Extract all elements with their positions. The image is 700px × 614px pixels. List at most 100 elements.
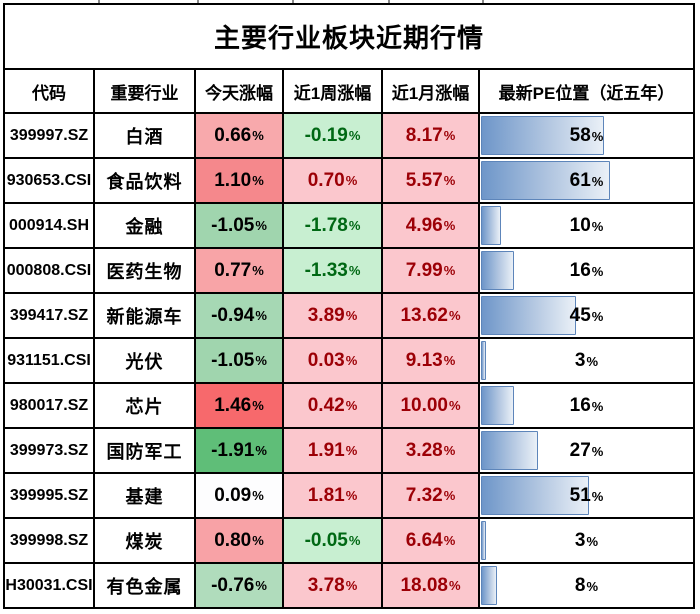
column-header-1: 重要行业 bbox=[95, 70, 194, 112]
code-cell: 399995.SZ bbox=[5, 474, 93, 517]
pe-position-cell: 10% bbox=[480, 204, 693, 247]
industry-cell: 基建 bbox=[95, 474, 194, 517]
pe-data-bar bbox=[481, 341, 487, 380]
pe-position-cell: 45% bbox=[480, 294, 693, 337]
pe-data-bar bbox=[481, 296, 576, 335]
pe-data-bar bbox=[481, 521, 487, 560]
month-change-cell: 9.13% bbox=[383, 339, 478, 382]
code-cell: 000914.SH bbox=[5, 204, 93, 247]
week-change-cell: -1.33% bbox=[284, 249, 381, 292]
pe-value-label: 45% bbox=[569, 304, 604, 326]
today-change-cell: -1.05% bbox=[196, 204, 282, 247]
pe-position-cell: 3% bbox=[480, 339, 693, 382]
table-title: 主要行业板块近期行情 bbox=[5, 5, 693, 68]
week-change-cell: -1.78% bbox=[284, 204, 381, 247]
pe-position-cell: 16% bbox=[480, 249, 693, 292]
month-change-cell: 5.57% bbox=[383, 159, 478, 202]
pe-value-label: 16% bbox=[569, 259, 604, 281]
grid-tick bbox=[98, 0, 100, 4]
code-cell: H30031.CSI bbox=[5, 564, 93, 607]
week-change-cell: 0.70% bbox=[284, 159, 381, 202]
code-cell: 399998.SZ bbox=[5, 519, 93, 562]
industry-cell: 金融 bbox=[95, 204, 194, 247]
month-change-cell: 4.96% bbox=[383, 204, 478, 247]
column-header-3: 近1周涨幅 bbox=[284, 70, 381, 112]
industry-cell: 有色金属 bbox=[95, 564, 194, 607]
industry-cell: 白酒 bbox=[95, 114, 194, 157]
today-change-cell: -0.76% bbox=[196, 564, 282, 607]
today-change-cell: 1.10% bbox=[196, 159, 282, 202]
industry-cell: 光伏 bbox=[95, 339, 194, 382]
column-header-2: 今天涨幅 bbox=[196, 70, 282, 112]
pe-position-cell: 51% bbox=[480, 474, 693, 517]
pe-position-cell: 58% bbox=[480, 114, 693, 157]
today-change-cell: 0.09% bbox=[196, 474, 282, 517]
industry-table: 主要行业板块近期行情 代码 重要行业 今天涨幅 近1周涨幅 近1月涨幅 最新PE位置（近五… bbox=[3, 3, 695, 609]
week-change-cell: -0.19% bbox=[284, 114, 381, 157]
pe-data-bar bbox=[481, 251, 515, 290]
column-header-5: 最新PE位置（近五年） bbox=[480, 70, 693, 112]
week-change-cell: -0.05% bbox=[284, 519, 381, 562]
industry-cell: 芯片 bbox=[95, 384, 194, 427]
week-change-cell: 1.81% bbox=[284, 474, 381, 517]
pe-value-label: 61% bbox=[569, 169, 604, 191]
industry-cell: 食品饮料 bbox=[95, 159, 194, 202]
week-change-cell: 3.78% bbox=[284, 564, 381, 607]
month-change-cell: 7.99% bbox=[383, 249, 478, 292]
industry-cell: 煤炭 bbox=[95, 519, 194, 562]
grid-tick bbox=[197, 0, 199, 4]
pe-value-label: 16% bbox=[569, 394, 604, 416]
week-change-cell: 3.89% bbox=[284, 294, 381, 337]
pe-data-bar bbox=[481, 386, 515, 425]
pe-value-label: 58% bbox=[569, 124, 604, 146]
pe-data-bar bbox=[481, 476, 589, 515]
pe-data-bar bbox=[481, 431, 538, 470]
month-change-cell: 18.08% bbox=[383, 564, 478, 607]
code-cell: 399417.SZ bbox=[5, 294, 93, 337]
pe-value-label: 10% bbox=[569, 214, 604, 236]
pe-value-label: 8% bbox=[574, 574, 599, 596]
pe-value-label: 51% bbox=[569, 484, 604, 506]
today-change-cell: 0.66% bbox=[196, 114, 282, 157]
pe-data-bar bbox=[481, 206, 502, 245]
pe-data-bar bbox=[481, 116, 604, 155]
code-cell: 980017.SZ bbox=[5, 384, 93, 427]
today-change-cell: -1.91% bbox=[196, 429, 282, 472]
code-cell: 930653.CSI bbox=[5, 159, 93, 202]
grid-tick bbox=[388, 0, 390, 4]
code-cell: 000808.CSI bbox=[5, 249, 93, 292]
month-change-cell: 3.28% bbox=[383, 429, 478, 472]
grid-tick bbox=[292, 0, 294, 4]
week-change-cell: 0.42% bbox=[284, 384, 381, 427]
month-change-cell: 8.17% bbox=[383, 114, 478, 157]
code-cell: 399973.SZ bbox=[5, 429, 93, 472]
month-change-cell: 13.62% bbox=[383, 294, 478, 337]
today-change-cell: 0.80% bbox=[196, 519, 282, 562]
month-change-cell: 6.64% bbox=[383, 519, 478, 562]
pe-value-label: 27% bbox=[569, 439, 604, 461]
pe-position-cell: 3% bbox=[480, 519, 693, 562]
pe-value-label: 3% bbox=[574, 529, 599, 551]
today-change-cell: 1.46% bbox=[196, 384, 282, 427]
today-change-cell: -1.05% bbox=[196, 339, 282, 382]
pe-position-cell: 8% bbox=[480, 564, 693, 607]
today-change-cell: 0.77% bbox=[196, 249, 282, 292]
pe-position-cell: 27% bbox=[480, 429, 693, 472]
industry-cell: 医药生物 bbox=[95, 249, 194, 292]
pe-data-bar bbox=[481, 161, 610, 200]
pe-data-bar bbox=[481, 566, 498, 605]
pe-position-cell: 61% bbox=[480, 159, 693, 202]
pe-value-label: 3% bbox=[574, 349, 599, 371]
month-change-cell: 7.32% bbox=[383, 474, 478, 517]
column-header-0: 代码 bbox=[5, 70, 93, 112]
industry-cell: 新能源车 bbox=[95, 294, 194, 337]
column-header-4: 近1月涨幅 bbox=[383, 70, 478, 112]
month-change-cell: 10.00% bbox=[383, 384, 478, 427]
pe-position-cell: 16% bbox=[480, 384, 693, 427]
week-change-cell: 0.03% bbox=[284, 339, 381, 382]
industry-cell: 国防军工 bbox=[95, 429, 194, 472]
today-change-cell: -0.94% bbox=[196, 294, 282, 337]
week-change-cell: 1.91% bbox=[284, 429, 381, 472]
grid-tick bbox=[482, 0, 484, 4]
